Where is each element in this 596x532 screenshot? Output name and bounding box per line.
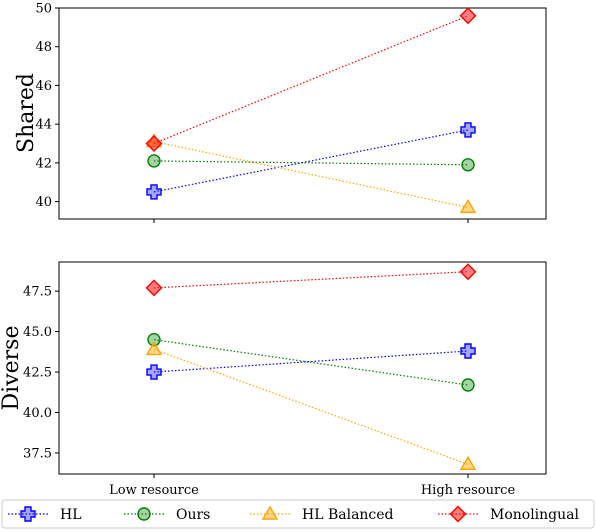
point-hl-balanced-low-resource [145,341,163,356]
legend-item-ours: Ours [124,507,210,523]
y-tick-label: 44 [35,118,52,133]
legend-item-hl-balanced: HL Balanced [250,505,394,523]
y-tick-label: 46 [35,79,52,94]
legend-item-monolingual: Monolingual [438,505,580,523]
legend-label: HL [60,507,82,523]
series-line-hl-balanced [153,140,469,208]
y-tick-label: 40.0 [23,406,52,421]
series-hl-balanced [145,341,477,470]
legend-label: HL Balanced [302,507,394,523]
legend: HL Ours HL Balanced Monolingual [1,499,595,529]
panel-shared: 40 42 44 46 48 50 Shared [14,2,547,223]
y-tick-label: 42.5 [23,366,52,381]
legend-label: Ours [176,507,210,523]
plot-frame [58,261,547,475]
y-tick-label: 37.5 [23,446,52,461]
y-tick-label: 42 [35,156,52,171]
point-ours-low-resource [147,332,161,347]
legend-item-hl: HL [8,506,82,523]
x-tick-label: Low resource [109,483,199,498]
legend-marker-hl-balanced [261,505,279,520]
series-line-hl [153,129,469,193]
point-hl-high-resource [460,343,476,359]
point-ours-low-resource [147,154,161,168]
point-ours-high-resource [461,158,475,172]
point-hl-low-resource [146,184,162,200]
y-tick-label: 40 [35,195,52,210]
point-hl-low-resource [146,364,162,380]
point-monolingual-high-resource [459,263,477,281]
series-line-monolingual [153,271,469,289]
y-tick-label: 48 [35,40,52,55]
point-monolingual-low-resource [145,135,163,152]
plot-frame [58,7,547,220]
legend-marker-hl [20,506,36,522]
series-monolingual [145,263,477,297]
point-monolingual-high-resource [459,7,477,25]
y-tick-label: 50 [35,2,52,17]
series-line-monolingual [153,15,469,145]
legend-label: Monolingual [490,507,580,523]
legend-marker-monolingual [449,505,467,523]
legend-marker-ours [137,507,151,521]
series-hl-balanced [145,133,477,214]
legend-box [1,499,595,529]
point-ours-high-resource [461,378,475,392]
series-line-ours [153,160,469,166]
series-monolingual [145,7,477,152]
point-monolingual-low-resource [145,279,163,297]
series-ours [147,332,475,392]
y-tick-label: 45.0 [23,325,52,340]
series-hl [146,122,476,200]
x-tick-label: High resource [421,483,516,498]
y-tick-label: 47.5 [23,285,52,300]
series-ours [147,154,475,172]
series-line-hl-balanced [153,348,469,465]
y-axis-label: Diverse [0,326,24,411]
point-hl-high-resource [460,122,476,138]
series-line-ours [153,339,469,386]
series-hl [146,343,476,380]
series-line-hl [153,350,469,373]
y-axis-label: Shared [14,73,39,153]
point-hl-balanced-high-resource [459,455,477,470]
panel-diverse: 37.5 40.0 42.5 45.0 47.5 Low resource High res… [0,261,547,498]
point-hl-balanced-high-resource [459,198,477,214]
